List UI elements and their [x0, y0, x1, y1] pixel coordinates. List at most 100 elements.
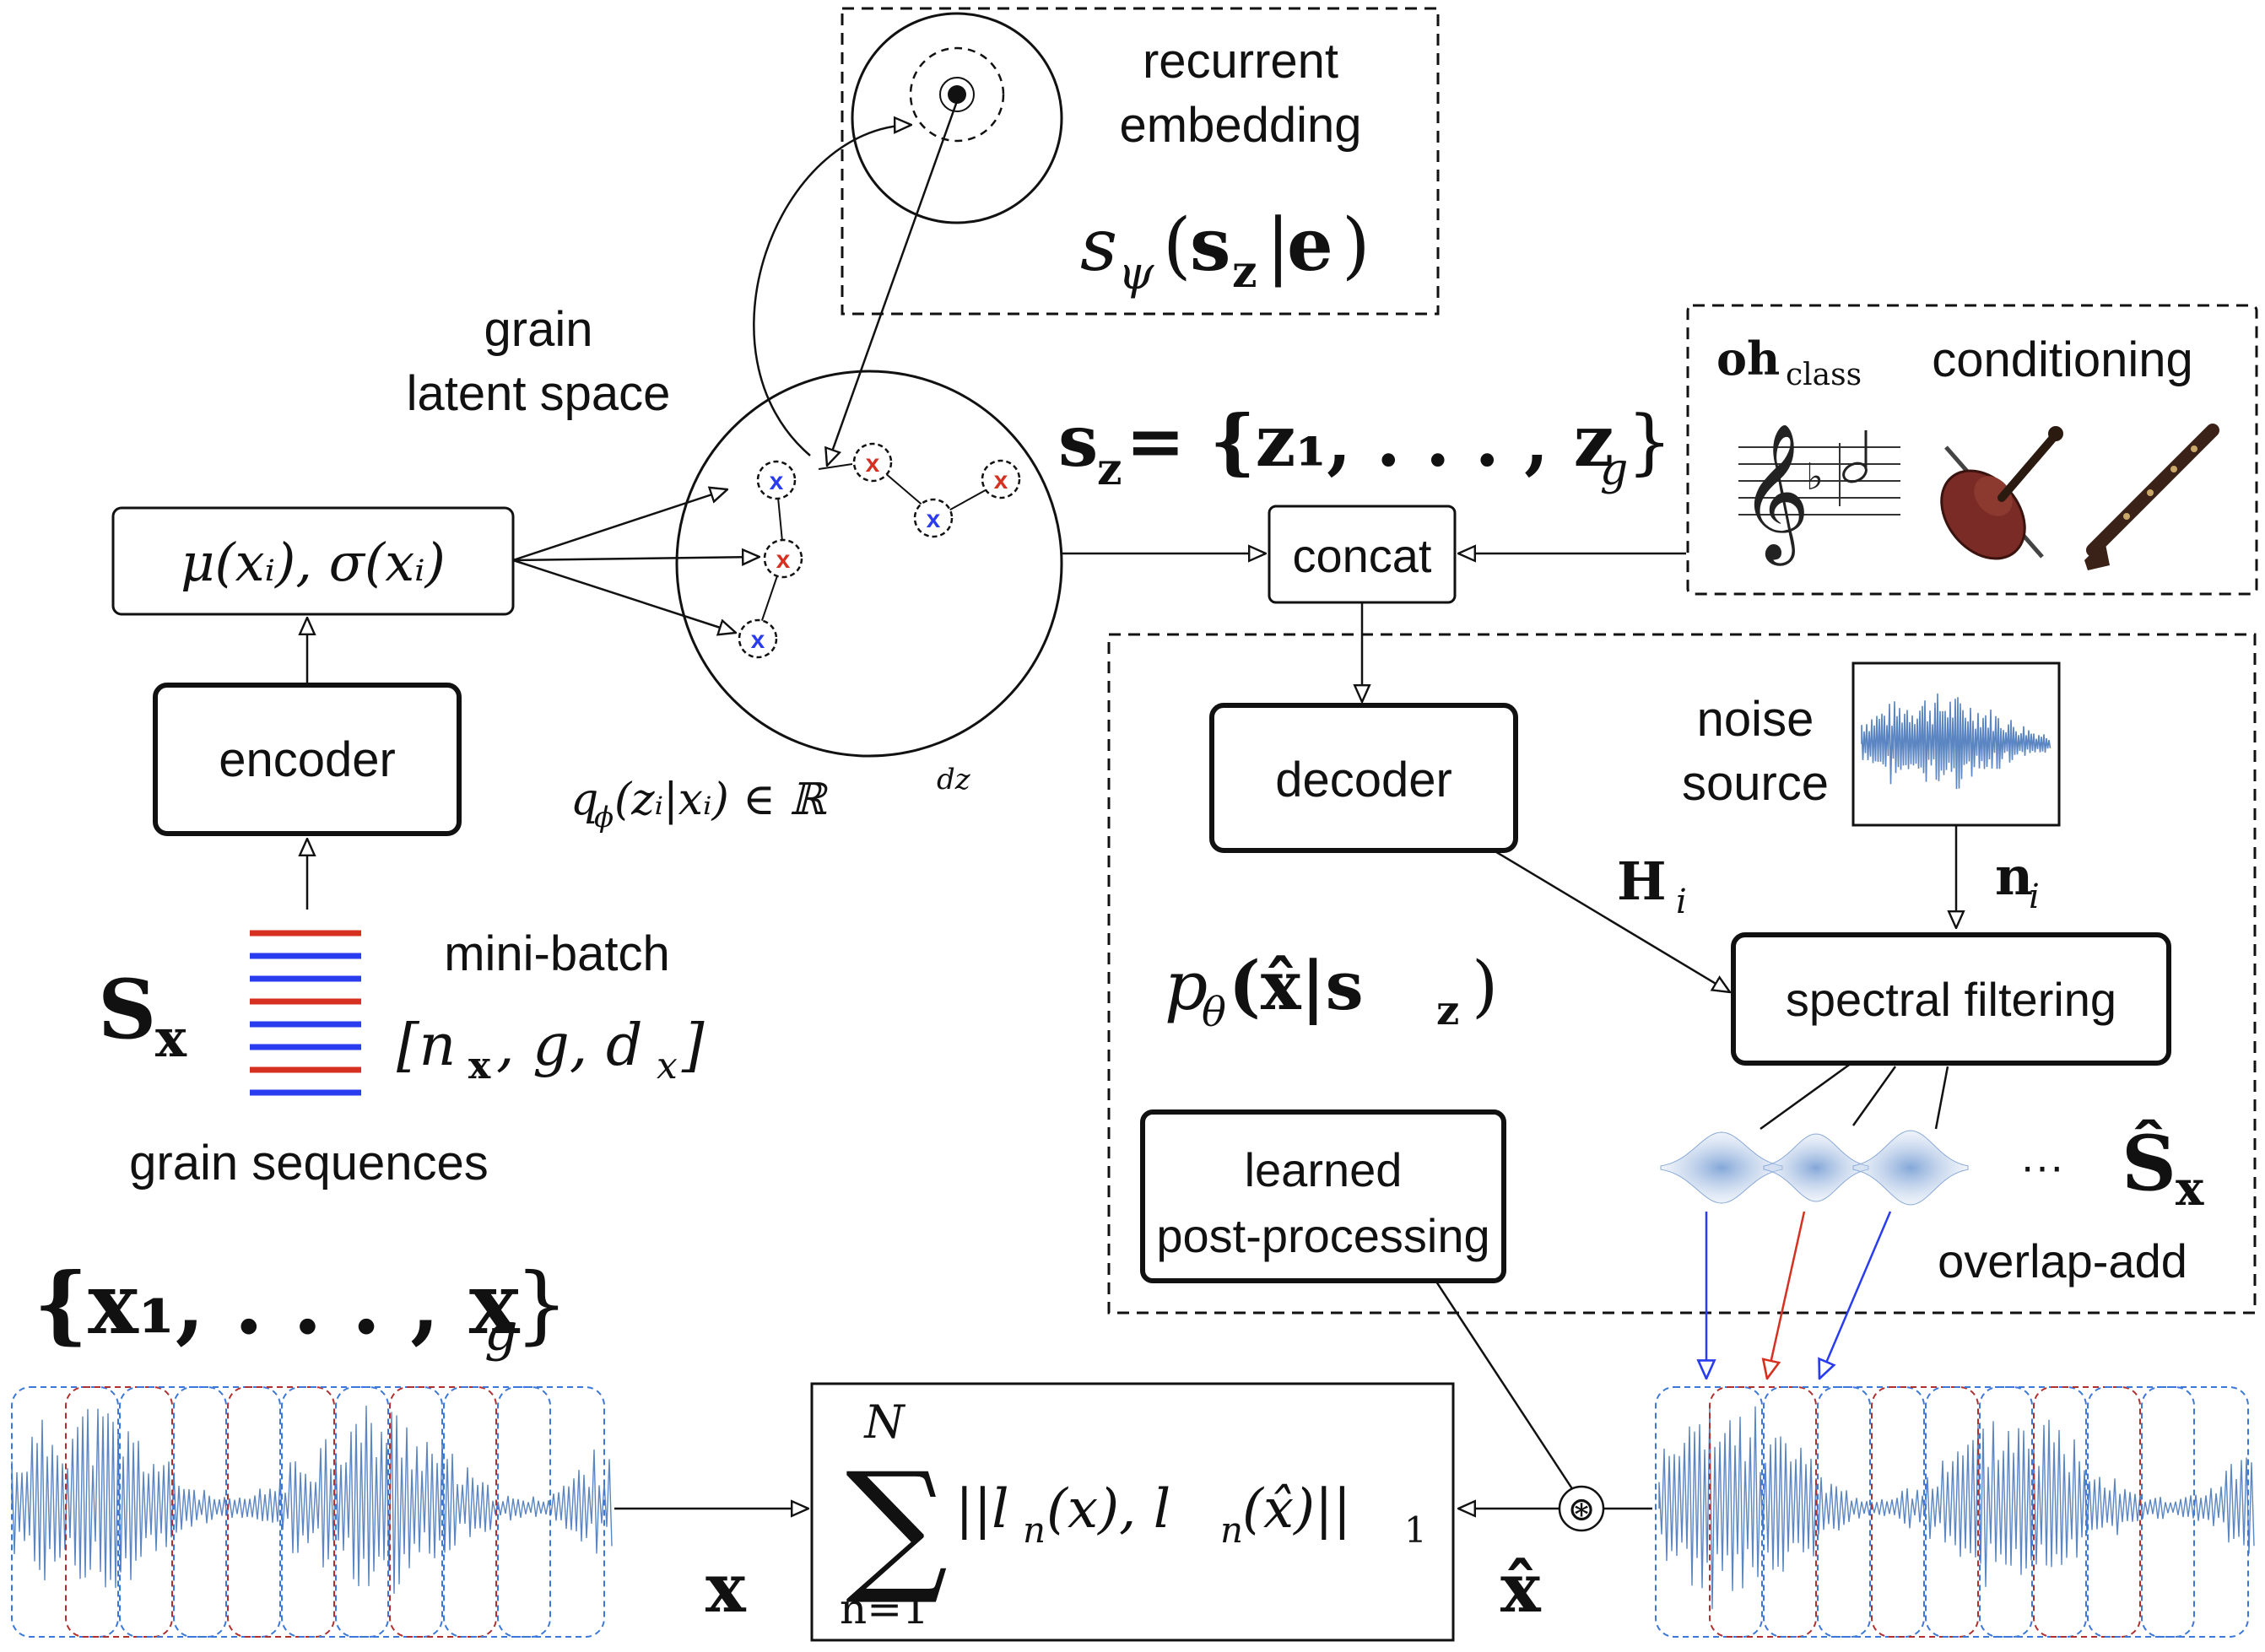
svg-text:H: H [1617, 850, 1667, 912]
svg-text:(x̂)||: (x̂)|| [1242, 1478, 1351, 1541]
svg-text:x: x [927, 505, 941, 533]
to-embedding-arrow [753, 125, 911, 456]
svg-text:[n: [n [397, 1012, 456, 1079]
svg-text:N: N [862, 1396, 905, 1449]
svg-text:concat: concat [1293, 529, 1432, 582]
grain-window-outline [173, 1386, 281, 1638]
svg-text:||l: ||l [955, 1478, 1009, 1541]
svg-text:= {z₁, . . . , z: = {z₁, . . . , z [1126, 399, 1614, 483]
svg-text:dz: dz [937, 763, 971, 796]
grain-window-outline [1709, 1386, 1817, 1638]
mini-batch-label: mini-batch [444, 926, 670, 981]
svg-text:learned: learned [1245, 1143, 1403, 1196]
svg-text:i: i [2029, 877, 2040, 916]
svg-text:z: z [1232, 246, 1257, 298]
svg-text:z: z [1097, 444, 1122, 495]
svg-text:|: | [1266, 203, 1290, 288]
grain-window-outline [1655, 1386, 1763, 1638]
svg-text:x: x [657, 1045, 678, 1088]
grain-sequences-label: grain sequences [129, 1136, 489, 1190]
violin-icon [1940, 426, 2063, 560]
grain-latent-space: grain latent space x x x x x [407, 302, 1063, 834]
grain-window-outline [443, 1386, 551, 1638]
s-psi-formula: s ψ ( s z | e ) [1080, 202, 1370, 300]
grain-window-outline [1979, 1386, 2087, 1638]
spectral-filtering-box: spectral filtering [1731, 932, 2171, 1066]
svg-text:Ŝ: Ŝ [2122, 1119, 2176, 1208]
concat-box: concat [1268, 505, 1457, 604]
svg-text:x: x [770, 467, 784, 495]
noise-label: noise [1697, 692, 1814, 747]
svg-text:ψ: ψ [1118, 246, 1154, 300]
conditioning-box: oh class conditioning 𝄞 ♭ [1686, 304, 2258, 596]
mu-sigma-box: μ(xᵢ), σ(xᵢ) [111, 506, 515, 616]
svg-text:(: ( [1163, 203, 1192, 288]
x-hat-label: x̂ [1500, 1548, 1542, 1628]
music-staff-icon: 𝄞 ♭ [1738, 423, 1900, 566]
svg-text:i: i [1676, 883, 1687, 921]
svg-text:1: 1 [1404, 1509, 1427, 1551]
latent-point: x [852, 442, 893, 483]
svg-text:n: n [1995, 845, 2033, 907]
embedding-label: embedding [1120, 98, 1362, 153]
latent-point: x [763, 538, 803, 579]
svg-text:x: x [468, 1045, 491, 1088]
svg-text:spectral filtering: spectral filtering [1786, 973, 2116, 1026]
grain-window-outline [497, 1386, 605, 1638]
p-theta-formula: p θ (x̂|s z ) [1165, 946, 1498, 1036]
ellipsis: ··· [2020, 1142, 2064, 1191]
grain-window-outline [2033, 1386, 2141, 1638]
svg-text:e: e [1287, 202, 1333, 288]
decoder-box: decoder [1209, 703, 1518, 853]
svg-text:♭: ♭ [1806, 456, 1824, 499]
grain-window-outline [65, 1386, 173, 1638]
svg-text:}: } [1627, 400, 1672, 483]
latent-point: x [981, 459, 1021, 499]
loss-box: ∑ N n=1 ||l n (x), l n (x̂)|| 1 [810, 1382, 1455, 1642]
svg-text:x: x [866, 450, 880, 478]
svg-text:x: x [994, 467, 1008, 494]
oh-label: oh [1716, 332, 1780, 386]
grain-window-outline [1763, 1386, 1871, 1638]
svg-text:x: x [776, 546, 791, 574]
svg-text:n: n [1220, 1509, 1243, 1551]
grain-set-formula: {x₁, . . . , x g } [34, 1254, 569, 1363]
svg-text:post-processing: post-processing [1156, 1209, 1489, 1262]
latent-point: x [913, 498, 954, 538]
svg-text:𝄞: 𝄞 [1740, 423, 1810, 566]
svg-text:q: q [570, 775, 598, 825]
encoder-box: encoder [153, 683, 462, 836]
S-x-symbol: S x [98, 962, 187, 1069]
n-i-label: n i [1995, 845, 2040, 916]
svg-text:μ(xᵢ), σ(xᵢ): μ(xᵢ), σ(xᵢ) [181, 532, 446, 593]
svg-text:p: p [1165, 947, 1208, 1025]
svg-text:decoder: decoder [1275, 753, 1452, 807]
conditioning-label: conditioning [1932, 332, 2193, 387]
svg-text:g: g [1600, 445, 1628, 495]
grain-label: grain [484, 302, 593, 357]
grain-window-outline [119, 1386, 227, 1638]
mini-batch-stack [250, 930, 361, 1096]
svg-text:x: x [155, 1007, 187, 1069]
svg-text:s: s [1058, 399, 1098, 483]
svg-text:): ) [1472, 947, 1498, 1025]
S-hat-symbol: Ŝ x [2122, 1119, 2204, 1217]
svg-text:x: x [2176, 1161, 2204, 1217]
s-z-set: s z = {z₁, . . . , z g } [1058, 399, 1672, 495]
svg-text:z: z [1436, 987, 1459, 1034]
svg-text:(x), l: (x), l [1046, 1478, 1170, 1541]
batch-dims: [n x , g, d x ] [397, 1012, 705, 1088]
recurrent-label: recurrent [1143, 34, 1338, 89]
clarinet-icon [2084, 424, 2219, 570]
svg-text:S: S [98, 962, 156, 1057]
svg-text:(zᵢ|xᵢ) ∈ ℝ: (zᵢ|xᵢ) ∈ ℝ [614, 775, 829, 825]
svg-text:∑: ∑ [846, 1442, 948, 1609]
svg-text:θ: θ [1202, 989, 1226, 1036]
noise-waveform [1851, 661, 2061, 827]
grain-window-outline [1925, 1386, 2033, 1638]
svg-text:x: x [751, 626, 765, 654]
svg-text:g: g [484, 1301, 518, 1363]
svg-text:⊛: ⊛ [1567, 1490, 1596, 1529]
recurrent-embedding-box: recurrent embedding s ψ ( s z | e ) [841, 7, 1440, 316]
